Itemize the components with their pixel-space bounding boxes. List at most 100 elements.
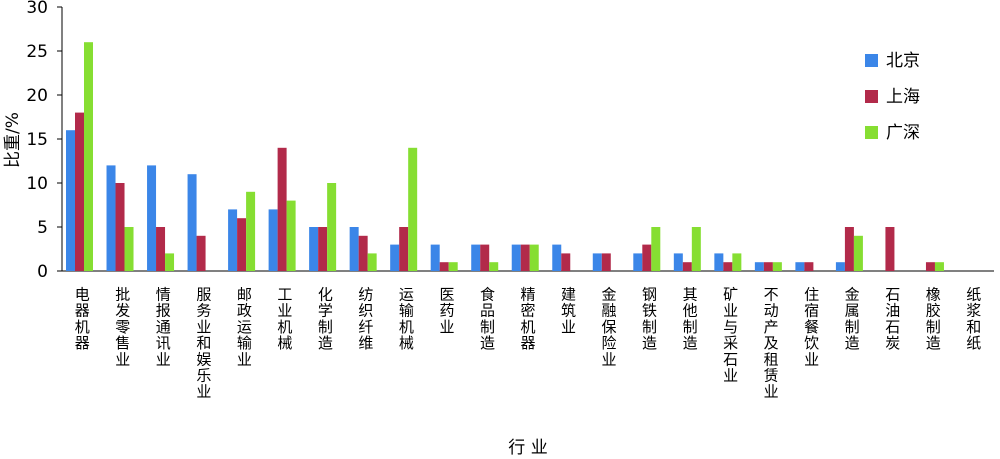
- bar: [601, 253, 611, 271]
- bar: [106, 165, 116, 271]
- y-tick-label: 5: [37, 218, 48, 238]
- bar: [84, 42, 93, 272]
- bar: [399, 227, 409, 271]
- bar: [682, 262, 692, 271]
- category-label: 其他制造: [683, 286, 698, 353]
- bar: [228, 209, 238, 271]
- bar: [439, 262, 449, 271]
- category-label: 批发零售业: [115, 286, 130, 369]
- bar: [165, 253, 175, 271]
- bar: [673, 253, 683, 271]
- bars: [66, 42, 944, 272]
- bar: [147, 165, 157, 271]
- y-tick-label: 25: [26, 42, 48, 62]
- bar: [633, 253, 643, 271]
- bar: [237, 218, 247, 271]
- category-label: 运输机械: [399, 286, 414, 353]
- bar: [367, 253, 377, 271]
- category-label: 石油石炭: [885, 286, 900, 353]
- bar: [349, 227, 359, 271]
- category-label: 医药业: [439, 286, 454, 336]
- bar: [772, 262, 782, 271]
- bar: [804, 262, 814, 271]
- bar: [754, 262, 764, 271]
- bar: [187, 174, 197, 271]
- bar: [430, 244, 440, 271]
- bar: [723, 262, 733, 271]
- bar: [592, 253, 602, 271]
- bar: [691, 227, 701, 271]
- category-label: 钢铁制造: [642, 286, 657, 353]
- bar: [844, 227, 854, 271]
- bar: [286, 200, 296, 271]
- bar: [156, 227, 166, 271]
- bar: [511, 244, 521, 271]
- legend-label: 北京: [886, 51, 920, 71]
- bar: [885, 227, 895, 271]
- bar: [471, 244, 481, 271]
- bar: [489, 262, 499, 271]
- bar: [934, 262, 944, 271]
- bar: [835, 262, 845, 271]
- category-label: 精密机器: [520, 286, 535, 353]
- bar: [318, 227, 328, 271]
- legend-label: 上海: [886, 87, 920, 107]
- bar: [651, 227, 661, 271]
- bar: [925, 262, 935, 271]
- bar: [390, 244, 400, 271]
- legend-swatch: [865, 54, 878, 67]
- bar: [853, 235, 863, 271]
- category-label: 橡胶制造: [926, 286, 941, 353]
- bar: [561, 253, 571, 271]
- bar: [277, 147, 287, 271]
- bar: [196, 235, 206, 271]
- category-labels: 电器机器 批发零售业 情报通讯业 服务业和娱乐业 邮政运输业 工业机械 化学制造 纺织纤维 运输…: [75, 286, 981, 401]
- category-label: 纸浆和纸: [966, 286, 981, 353]
- category-label: 情报通讯业: [156, 286, 171, 369]
- bar: [115, 183, 125, 271]
- bar: [520, 244, 530, 271]
- category-label: 化学制造: [318, 286, 333, 353]
- category-label: 邮政运输业: [237, 286, 252, 369]
- bar: [480, 244, 490, 271]
- y-axis-title: 比重/%: [3, 112, 23, 168]
- bar: [529, 244, 539, 271]
- category-label: 住宿餐饮业: [804, 286, 819, 369]
- bar: [795, 262, 805, 271]
- bar: [124, 227, 134, 271]
- bar: [763, 262, 773, 271]
- bar: [408, 147, 418, 271]
- category-label: 不动产及租赁业: [764, 286, 779, 401]
- category-label: 服务业和娱乐业: [196, 286, 211, 401]
- category-label: 电器机器: [75, 286, 90, 353]
- chart-axes: [61, 7, 994, 272]
- bar: [642, 244, 652, 271]
- y-tick-label: 15: [26, 130, 48, 150]
- bar: [75, 112, 84, 271]
- bar: [309, 227, 319, 271]
- legend-label: 广深: [886, 123, 920, 143]
- bar: [714, 253, 724, 271]
- category-label: 金融保险业: [602, 286, 617, 369]
- category-label: 纺织纤维: [358, 286, 373, 353]
- bar: [66, 130, 75, 271]
- category-label: 矿业与采石业: [723, 286, 738, 385]
- category-label: 食品制造: [480, 286, 495, 353]
- bar: [358, 235, 368, 271]
- bar: [327, 183, 337, 271]
- y-tick-label: 20: [26, 86, 48, 106]
- y-tick-label: 30: [26, 0, 48, 18]
- category-label: 金属制造: [845, 286, 860, 353]
- x-axis-title: 行 业: [508, 438, 547, 458]
- bar: [246, 191, 256, 271]
- legend-swatch: [865, 90, 878, 103]
- y-tick-label: 0: [37, 262, 48, 282]
- bar: [448, 262, 458, 271]
- y-ticks: 0 5 10 15 20 25 30: [26, 0, 62, 282]
- bar: [268, 209, 278, 271]
- legend-swatch: [865, 126, 878, 139]
- category-label: 建筑业: [561, 286, 576, 336]
- category-label: 工业机械: [277, 286, 292, 353]
